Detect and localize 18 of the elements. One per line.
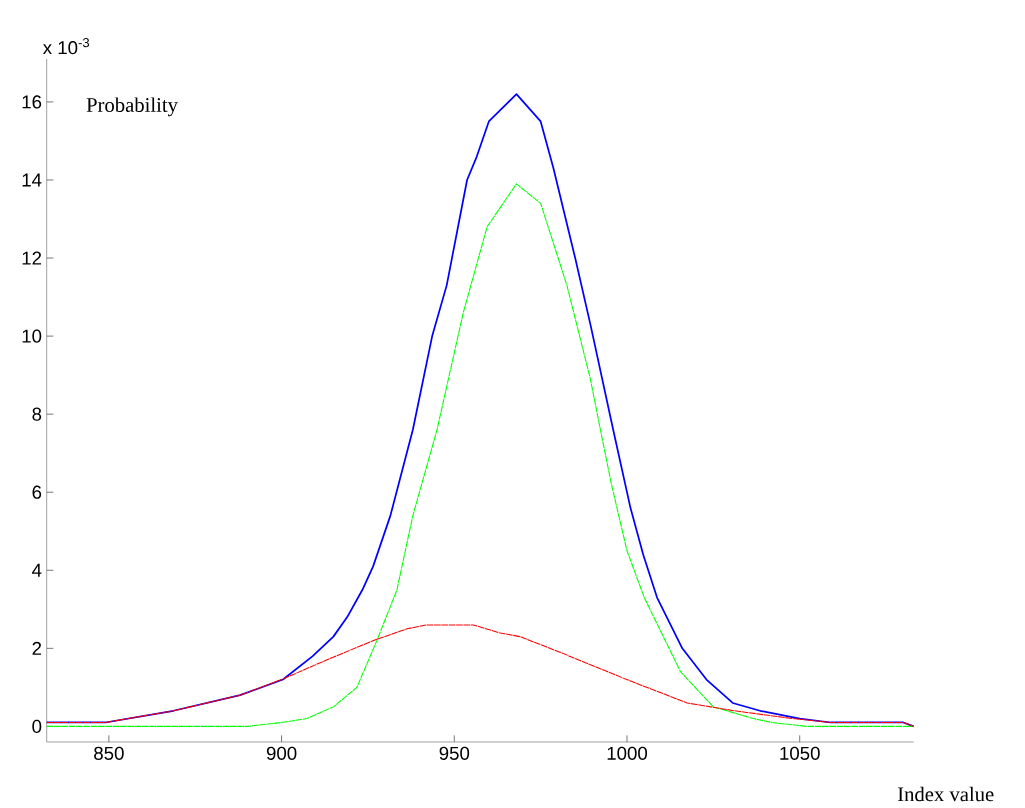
y-tick-label: 12 [22,251,42,265]
y-tick-label: 0 [32,719,42,733]
y-tick-label: 2 [32,641,42,655]
y-axis-title: Probability [86,97,178,117]
x-tick-label: 900 [266,746,297,760]
y-tick-label: 16 [22,95,42,109]
y-tick-label: 8 [32,407,42,421]
x-tick-label: 850 [94,746,124,760]
text: x 10$^{-3}$ [42,38,90,55]
x-tick-label: 1000 [607,746,648,760]
line-series [46,624,915,727]
x-axis-title: Index value [897,786,994,802]
y-tick-label: 14 [22,173,42,187]
x-tick-label: 1050 [780,746,820,760]
y-tick-label: 10 [22,329,42,343]
x-tick-label: 950 [439,746,470,760]
y-tick-label: 4 [32,563,42,577]
y-tick-label: 6 [32,485,42,499]
